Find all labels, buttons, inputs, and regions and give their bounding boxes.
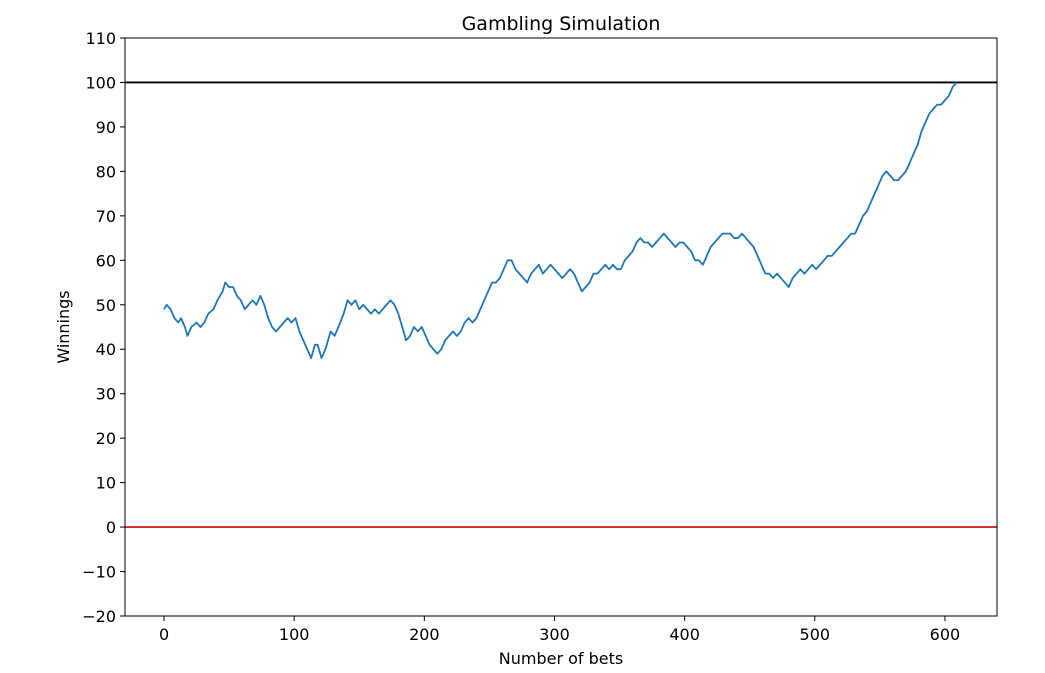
y-axis-label: Winnings bbox=[54, 290, 73, 363]
x-tick-label: 0 bbox=[159, 625, 169, 644]
series-line-0 bbox=[163, 81, 958, 360]
y-tick-label: 40 bbox=[96, 340, 116, 359]
y-tick-label: 60 bbox=[96, 251, 116, 270]
x-tick-label: 600 bbox=[930, 625, 961, 644]
y-tick-label: 50 bbox=[96, 296, 116, 315]
y-tick-label: −10 bbox=[82, 563, 116, 582]
y-tick-label: 30 bbox=[96, 385, 116, 404]
y-axis: −20 −10 0 10 20 30 40 50 60 70 80 90 100 110 bbox=[82, 29, 125, 626]
x-axis: 0 100 200 300 400 500 600 bbox=[159, 616, 960, 644]
chart-title: Gambling Simulation bbox=[462, 13, 661, 35]
y-tick-label: 10 bbox=[96, 474, 116, 493]
y-tick-label: −20 bbox=[82, 607, 116, 626]
x-tick-label: 100 bbox=[279, 625, 310, 644]
y-tick-label: 0 bbox=[106, 518, 116, 537]
y-tick-label: 20 bbox=[96, 429, 116, 448]
x-tick-label: 500 bbox=[800, 625, 831, 644]
x-tick-label: 300 bbox=[539, 625, 570, 644]
y-tick-label: 90 bbox=[96, 118, 116, 137]
y-tick-label: 70 bbox=[96, 207, 116, 226]
y-tick-label: 100 bbox=[85, 73, 116, 92]
x-tick-label: 400 bbox=[669, 625, 700, 644]
y-tick-label: 80 bbox=[96, 162, 116, 181]
plot-frame bbox=[124, 37, 998, 617]
series-layer bbox=[163, 81, 958, 360]
x-tick-label: 200 bbox=[409, 625, 440, 644]
x-axis-label: Number of bets bbox=[499, 649, 623, 668]
reference-lines bbox=[125, 81, 997, 528]
y-tick-label: 110 bbox=[85, 29, 116, 48]
